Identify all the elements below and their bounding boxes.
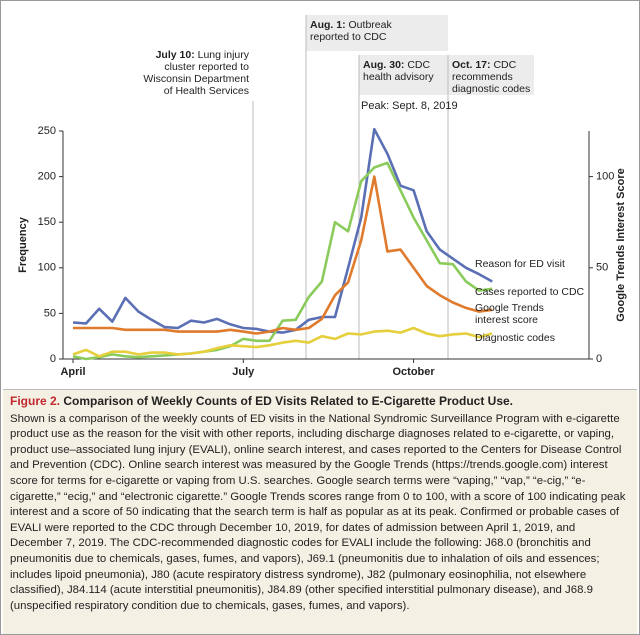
y2-axis-label: Google Trends Interest Score [615, 168, 627, 321]
caption: Figure 2. Comparison of Weekly Counts of… [3, 389, 637, 634]
annotation-text: CDC recommends diagnostic codes [452, 59, 531, 95]
caption-heading: Comparison of Weekly Counts of ED Visits… [63, 394, 513, 408]
chart: Frequency Google Trends Interest Score P… [17, 15, 627, 378]
annotation-box [359, 55, 448, 95]
y-tick-label: 100 [38, 262, 56, 274]
annotation-box [306, 15, 448, 51]
legend-label: Reason for ED visit [475, 258, 565, 270]
legend-label: Diagnostic codes [475, 332, 555, 344]
annotation-date: July 10: [155, 49, 195, 61]
y2-tick-label: 100 [596, 171, 614, 183]
y-axis-label: Frequency [17, 216, 29, 273]
legend-label: Cases reported to CDC [475, 286, 585, 298]
y-tick-label: 0 [50, 353, 56, 365]
annotation-text: Outbreak reported to CDC [310, 19, 392, 43]
x-tick-label: April [60, 366, 85, 378]
series-line [73, 175, 493, 335]
x-tick-label: October [393, 366, 436, 378]
annotation-text: CDC health advisory [363, 59, 434, 83]
annotation-box [448, 55, 534, 95]
caption-text: Shown is a comparison of the weekly coun… [10, 412, 626, 612]
figure-number: Figure 2. [10, 394, 61, 408]
y2-tick-label: 0 [596, 353, 602, 365]
caption-title: Figure 2. Comparison of Weekly Counts of… [10, 394, 630, 410]
annotation: July 10: Lung injury cluster reported to… [133, 49, 249, 97]
series-line [72, 127, 493, 334]
annotation: Aug. 1: Outbreak reported to CDC [310, 19, 420, 43]
legend-label: Google Trends interest score [475, 302, 544, 326]
annotation-date: Oct. 17: [452, 59, 491, 71]
series-line [72, 326, 493, 358]
annotation: Oct. 17: CDC recommends diagnostic codes [452, 59, 532, 95]
y-tick-label: 50 [44, 307, 56, 319]
annotation-date: Aug. 1: [310, 19, 346, 31]
series-line [72, 161, 493, 361]
annotation-date: Aug. 30: [363, 59, 405, 71]
annotation-text: Lung injury cluster reported to Wisconsi… [143, 49, 249, 97]
y-tick-label: 200 [38, 171, 56, 183]
y-tick-label: 150 [38, 216, 56, 228]
x-tick-label: July [232, 366, 255, 378]
y2-tick-label: 50 [596, 262, 608, 274]
annotation: Aug. 30: CDC health advisory [363, 59, 445, 83]
y-tick-label: 250 [38, 125, 56, 137]
peak-label: Peak: Sept. 8, 2019 [361, 100, 458, 112]
